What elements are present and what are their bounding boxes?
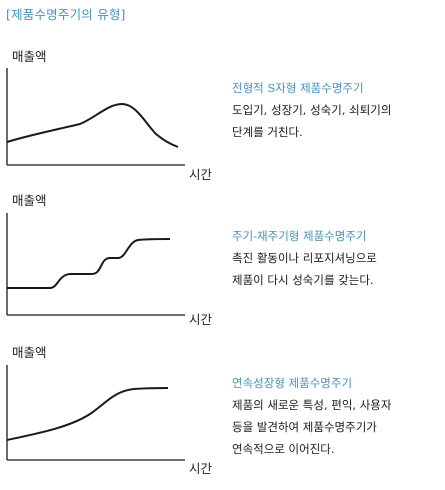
y-axis-label: 매출액: [12, 193, 47, 208]
panel-3-description: 연속성장형 제품수명주기 제품의 새로운 특성, 편익, 사용자 등을 발견하여…: [232, 372, 442, 460]
y-axis-label: 매출액: [12, 49, 47, 64]
description-line: 연속적으로 이어진다.: [232, 442, 335, 456]
x-axis-label: 시간: [189, 312, 213, 327]
x-axis-label: 시간: [189, 167, 213, 182]
panel-1-heading: 전형적 S자형 제품수명주기: [232, 81, 364, 95]
panel-1-chart: [6, 68, 185, 166]
description-line: 등을 발견하여 제품수명주기가: [232, 420, 377, 434]
sales-curve: [6, 387, 169, 441]
panel-2-description: 주기-재주기형 제품수명주기 촉진 활동이나 리포지셔닝으로 제품이 다시 성숙…: [232, 225, 442, 291]
description-line: 촉진 활동이나 리포지셔닝으로: [232, 251, 377, 265]
panel-2-heading: 주기-재주기형 제품수명주기: [232, 229, 367, 243]
panel-3-chart: [6, 365, 185, 461]
page-title: [제품수명주기의 유형]: [6, 7, 126, 22]
description-line: 단계를 거친다.: [232, 125, 303, 139]
sales-curve: [7, 238, 171, 289]
panel-2-chart: [6, 213, 185, 316]
description-line: 제품의 새로운 특성, 편익, 사용자: [232, 398, 392, 412]
sales-curve: [6, 102, 179, 148]
x-axis-label: 시간: [189, 461, 213, 476]
y-axis-label: 매출액: [12, 345, 47, 360]
panel-3-heading: 연속성장형 제품수명주기: [232, 376, 353, 390]
description-line: 제품이 다시 성숙기를 갖는다.: [232, 273, 374, 287]
description-line: 도입기, 성장기, 성숙기, 쇠퇴기의: [232, 103, 392, 117]
panel-1-description: 전형적 S자형 제품수명주기 도입기, 성장기, 성숙기, 쇠퇴기의 단계를 거…: [232, 77, 442, 143]
